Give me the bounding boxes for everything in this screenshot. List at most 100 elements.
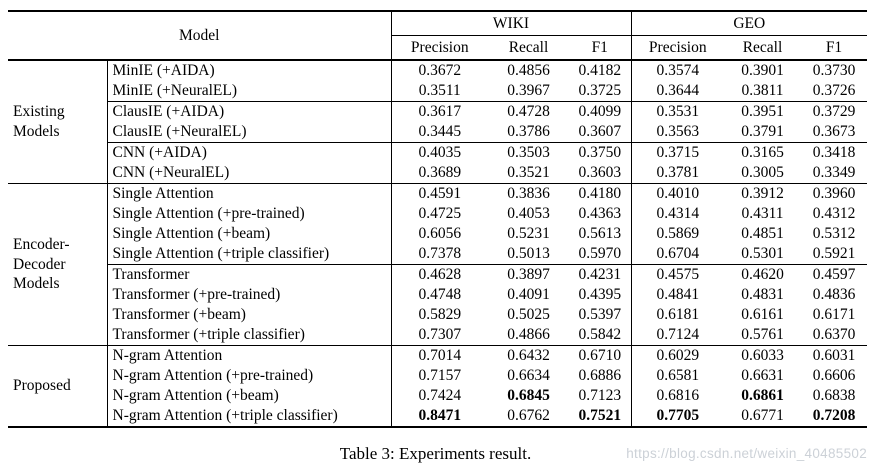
metric-value-cell: 0.6631 (741, 367, 784, 384)
model-name-cell: Transformer (+triple classifier) (106, 325, 391, 346)
metric-value-cell: 0.4831 (741, 286, 784, 303)
metric-value-cell: 0.3617 (390, 101, 488, 122)
geo-precision-header: Precision (630, 35, 724, 61)
metric-value-cell: 0.6031 (812, 347, 856, 364)
metric-value-cell: 0.3967 (488, 81, 569, 102)
metric-value-cell: 0.3511 (390, 81, 488, 102)
metric-value-cell: 0.6056 (390, 224, 488, 244)
watermark-text: https://blog.csdn.net/weixin_40485502 (626, 446, 867, 461)
metric-value-cell: 0.5231 (507, 225, 550, 242)
metric-value-cell: 0.3786 (488, 122, 569, 143)
metric-value-cell: 0.7157 (390, 366, 488, 386)
metric-value-cell: 0.6845 (507, 387, 550, 404)
metric-value-cell: 0.4395 (578, 286, 622, 303)
metric-value-cell: 0.5025 (507, 306, 550, 323)
metric-value-cell: 0.6171 (812, 306, 856, 323)
model-name-cell: Transformer (+pre-trained) (106, 285, 391, 305)
dataset-header-row: Model WIKI GEO (8, 11, 867, 61)
metric-value-cell: 0.5301 (724, 244, 801, 265)
metric-value-cell: 0.6634 (507, 367, 550, 384)
metric-value-cell: 0.3603 (569, 163, 631, 184)
metric-value-cell: 0.5842 (569, 325, 631, 346)
metric-value-cell: 0.5613 (578, 225, 622, 242)
metric-value-cell: 0.5869 (630, 224, 724, 244)
model-name-cell: ClausIE (+NeuralEL) (106, 122, 391, 143)
metric-value-cell: 0.6710 (578, 347, 622, 364)
metric-value-cell: 0.3730 (812, 62, 856, 79)
table-row: ClausIE (+NeuralEL) 0.3445 0.3786 0.3607 0.3… (8, 122, 867, 143)
metric-value-cell: 0.3901 (741, 62, 784, 79)
metric-value-cell: 0.5921 (801, 244, 867, 265)
metric-value-cell: 0.3521 (488, 163, 569, 184)
metric-value-cell: 0.3574 (630, 60, 724, 81)
group-label-cell: Proposed (8, 345, 107, 428)
model-name-cell: CNN (+NeuralEL) (106, 163, 391, 184)
metric-value-cell: 0.3725 (569, 81, 631, 102)
metric-value-cell: 0.3715 (630, 142, 724, 163)
model-name-cell: Single Attention (+triple classifier) (106, 244, 391, 265)
metric-value-cell: 0.7123 (578, 387, 622, 404)
metric-value-cell: 0.4035 (390, 142, 488, 163)
metric-value-cell: 0.4575 (630, 264, 724, 285)
metric-value-cell: 0.7307 (390, 325, 488, 346)
results-table: Model WIKI GEO Precision Recall F1 Preci… (8, 10, 867, 428)
metric-value-cell: 0.4597 (812, 266, 856, 283)
group-label-cell: Existing Models (8, 60, 107, 184)
table-row: Proposed N-gram Attention 0.7014 0.6432 0.67… (8, 345, 867, 428)
table-row: CNN (+AIDA) 0.4035 0.3503 0.3750 0.3715 0.316… (8, 142, 867, 163)
metric-value-cell: 0.7521 (569, 406, 631, 428)
metric-value-cell: 0.3563 (630, 122, 724, 143)
metric-value-cell: 0.3750 (578, 144, 622, 161)
metric-value-cell: 0.6886 (578, 367, 622, 384)
metric-value-cell: 0.4091 (507, 286, 550, 303)
wiki-f1-header: F1 (569, 35, 631, 61)
metric-value-cell: 0.3951 (741, 103, 784, 120)
model-name-cell: N-gram Attention (+triple classifier) (106, 406, 391, 428)
metric-value-cell: 0.4628 (390, 264, 488, 285)
metric-value-cell: 0.3912 (741, 185, 784, 202)
metric-value-cell: 0.7705 (630, 406, 724, 428)
table-row: Transformer 0.4628 0.3897 0.4231 0.4575 0.462… (8, 264, 867, 285)
metric-value-cell: 0.6861 (741, 387, 784, 404)
metric-value-cell: 0.3445 (390, 122, 488, 143)
metric-value-cell: 0.3531 (630, 101, 724, 122)
model-name-cell: N-gram Attention (+beam) (106, 386, 391, 406)
metric-value-cell: 0.3165 (741, 144, 784, 161)
metric-value-cell: 0.3897 (507, 266, 550, 283)
metric-value-cell: 0.6762 (488, 406, 569, 428)
metric-value-cell: 0.7378 (390, 244, 488, 265)
model-name-cell: MinIE (+NeuralEL) (106, 81, 391, 102)
model-name-cell: Single Attention (+pre-trained) (106, 204, 391, 224)
metric-value-cell: 0.3349 (801, 163, 867, 184)
metric-value-cell: 0.3781 (630, 163, 724, 184)
model-name-cell: ClausIE (+AIDA) (106, 101, 391, 122)
geo-recall-header: Recall (724, 35, 801, 61)
wiki-recall-header: Recall (488, 35, 569, 61)
metric-value-cell: 0.4866 (488, 325, 569, 346)
metric-value-cell: 0.6771 (724, 406, 801, 428)
table-row: Transformer (+pre-trained) 0.4748 0.4091 0.… (8, 285, 867, 305)
metric-value-cell: 0.3960 (812, 185, 856, 202)
table-row: N-gram Attention (+triple classifier) 0.8… (8, 406, 867, 428)
metric-value-cell: 0.7208 (801, 406, 867, 428)
metric-value-cell: 0.3644 (630, 81, 724, 102)
metric-value-cell: 0.6161 (741, 306, 784, 323)
table-row: Single Attention (+beam) 0.6056 0.5231 0.56… (8, 224, 867, 244)
metric-value-cell: 0.3729 (812, 103, 856, 120)
metric-value-cell: 0.4725 (390, 204, 488, 224)
metric-value-cell: 0.4851 (741, 225, 784, 242)
metric-value-cell: 0.4363 (578, 205, 622, 222)
table-row: ClausIE (+AIDA) 0.3617 0.4728 0.4099 0.3531 0… (8, 101, 867, 122)
metric-value-cell: 0.6181 (630, 305, 724, 325)
table-row: Transformer (+triple classifier) 0.7307 0.… (8, 325, 867, 346)
metric-value-cell: 0.6838 (812, 387, 856, 404)
table-row: N-gram Attention (+beam) 0.7424 0.6845 0.71… (8, 386, 867, 406)
metric-value-cell: 0.4099 (578, 103, 622, 120)
metric-value-cell: 0.6029 (630, 345, 724, 366)
table-row: Encoder- Decoder Models Single Attention 0… (8, 183, 867, 346)
metric-value-cell: 0.3607 (569, 122, 631, 143)
metric-value-cell: 0.7124 (630, 325, 724, 346)
metric-value-cell: 0.3005 (724, 163, 801, 184)
metric-value-cell: 0.6432 (507, 347, 550, 364)
metric-value-cell: 0.3836 (507, 185, 550, 202)
